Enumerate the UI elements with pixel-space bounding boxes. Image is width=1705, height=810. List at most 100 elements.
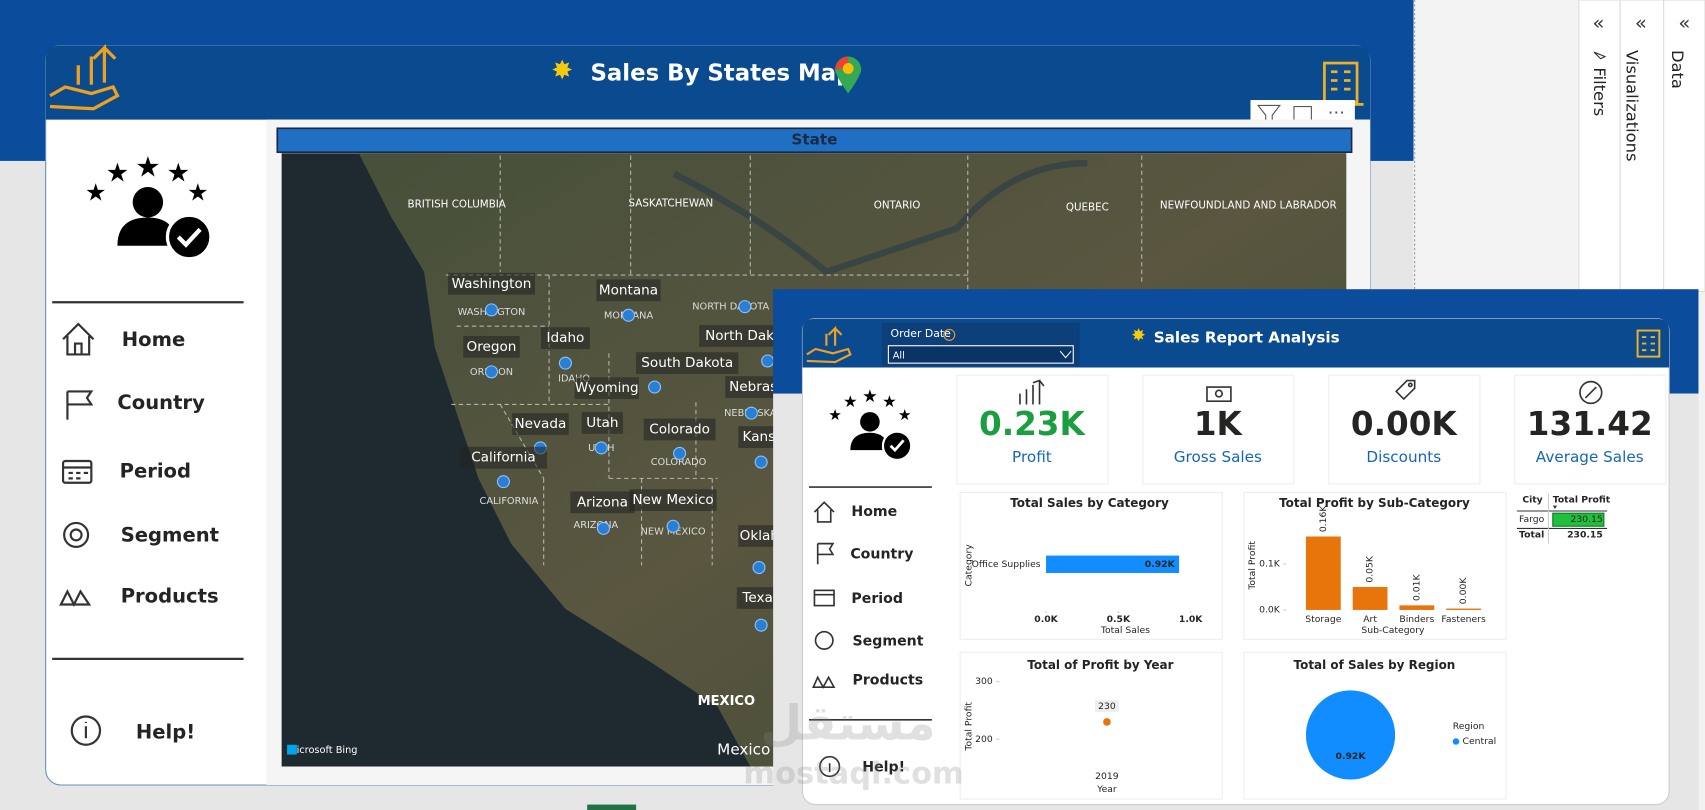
- bar: [1352, 586, 1388, 610]
- state-bubble[interactable]: [754, 618, 768, 632]
- region-label: Mexico: [717, 741, 770, 759]
- region-label: ONTARIO: [874, 199, 921, 211]
- logo: [806, 325, 852, 364]
- kpi-label: Average Sales: [1536, 448, 1644, 466]
- state-bubble[interactable]: [596, 521, 611, 535]
- base-label: IDAHO: [558, 373, 590, 384]
- kpi-value: 131.42: [1527, 405, 1653, 443]
- base-label: COLORADO: [651, 457, 707, 468]
- state-bubble[interactable]: [496, 475, 510, 489]
- kpi-label: Gross Sales: [1174, 448, 1262, 466]
- state-bubble[interactable]: [744, 406, 758, 420]
- kpi-label: Profit: [1012, 448, 1052, 466]
- state-bubble[interactable]: [484, 365, 499, 379]
- state-bubble[interactable]: [594, 441, 608, 455]
- state-bubble[interactable]: [648, 380, 662, 394]
- nav-item[interactable]: Home: [851, 504, 897, 520]
- pane-tab[interactable]: Data: [1668, 50, 1687, 89]
- state-bubble[interactable]: [558, 356, 572, 370]
- nav-item[interactable]: Products: [853, 673, 924, 689]
- table-total: 230.15: [1567, 529, 1603, 540]
- state-label-box: [643, 418, 716, 441]
- value-label: 0.00K: [1458, 577, 1469, 605]
- state-bubble[interactable]: [666, 519, 680, 533]
- state-label-box: [463, 335, 520, 358]
- state-bubble[interactable]: [752, 561, 766, 575]
- building-icon: [1636, 329, 1661, 358]
- svg-text:★: ★: [843, 392, 858, 411]
- x-tick-label: 0.0K: [1034, 614, 1058, 625]
- svg-text:★: ★: [135, 151, 160, 184]
- x-tick-label: Fasteners: [1441, 614, 1486, 625]
- svg-text:✸: ✸: [1131, 326, 1146, 346]
- state-bubble[interactable]: [738, 300, 752, 314]
- nav-item[interactable]: Products: [121, 584, 219, 607]
- y-tick-label: 0.1K: [1259, 559, 1281, 570]
- bar: [1046, 555, 1180, 573]
- nav-item[interactable]: Country: [850, 546, 913, 562]
- rating-icon: ★★ ★★ ★: [828, 387, 913, 461]
- chart-card: [1243, 491, 1507, 640]
- nav-item[interactable]: Period: [120, 459, 191, 482]
- nav-item[interactable]: Segment: [853, 633, 924, 649]
- state-label-box: [570, 491, 635, 514]
- state-bubble[interactable]: [673, 446, 687, 460]
- slicer-dropdown[interactable]: [887, 345, 1074, 364]
- svg-text:★: ★: [882, 392, 897, 411]
- x-tick-label: Art: [1363, 614, 1377, 625]
- nav-help[interactable]: Help!: [136, 720, 195, 743]
- table-total: Total: [1519, 529, 1544, 540]
- axis-title: Sub-Category: [1361, 625, 1425, 636]
- category-label: Office Supplies: [972, 559, 1041, 570]
- nav-item[interactable]: Segment: [121, 524, 219, 547]
- svg-text:★: ★: [828, 406, 842, 424]
- state-label: Idaho: [547, 330, 585, 346]
- watermark-latin: mostaql.com: [743, 757, 963, 792]
- state-bubble[interactable]: [621, 308, 636, 322]
- state-label-box: [512, 413, 569, 435]
- table-header: City: [1522, 495, 1542, 506]
- axis-title: Category: [963, 544, 974, 587]
- more-icon[interactable]: ⋯: [1328, 103, 1345, 123]
- collapse[interactable]: «: [1592, 11, 1604, 34]
- label-box: [1094, 700, 1119, 713]
- svg-text:★: ★: [106, 158, 129, 188]
- collapse[interactable]: «: [1678, 11, 1690, 34]
- x-tick-label: 2019: [1095, 771, 1119, 782]
- state-label-box: [459, 446, 547, 469]
- region-label: BRITISH COLUMBIA: [408, 198, 506, 210]
- kpi-label: Discounts: [1366, 448, 1441, 466]
- databar: [1552, 512, 1605, 527]
- state-label-box: [574, 377, 639, 400]
- axis-title: Year: [1096, 784, 1117, 795]
- bar: [1399, 605, 1435, 610]
- report-title: Sales Report Analysis: [1154, 329, 1340, 347]
- svg-text:★: ★: [862, 387, 878, 407]
- nav-item[interactable]: Home: [122, 328, 185, 351]
- axis-title: Total Sales: [1100, 625, 1150, 636]
- state-label: North Dakota: [705, 328, 795, 344]
- state-bubble[interactable]: [484, 303, 499, 317]
- nav-icons: [59, 322, 102, 746]
- x-tick-label: Storage: [1305, 614, 1341, 625]
- state-label-box: [636, 352, 739, 375]
- pane-tab[interactable]: Visualizations: [1623, 50, 1642, 161]
- kpi-value: 0.00K: [1351, 405, 1458, 443]
- x-tick-label: 0.5K: [1107, 614, 1131, 625]
- nav-item[interactable]: Period: [851, 591, 903, 607]
- y-tick-label: 0.0K: [1259, 604, 1281, 615]
- pane-tab[interactable]: Filters: [1590, 67, 1609, 116]
- base-label: ARIZONA: [574, 520, 619, 531]
- overlay-report: Order Date All ✸ Sales Report Analysis ★…: [773, 289, 1699, 810]
- base-label: NORTH DAKOTA: [692, 302, 769, 313]
- collapse[interactable]: «: [1635, 11, 1647, 34]
- nav-item[interactable]: Country: [117, 391, 205, 414]
- state-label: Montana: [599, 282, 658, 298]
- map-pin: [835, 56, 862, 94]
- state-bubble[interactable]: [761, 354, 775, 368]
- chart-card: [959, 651, 1223, 800]
- nav-help[interactable]: Help!: [862, 760, 905, 776]
- kpi-value: 0.23K: [979, 405, 1086, 443]
- chart-title: Total of Profit by Year: [1027, 658, 1173, 672]
- state-bubble[interactable]: [754, 455, 768, 469]
